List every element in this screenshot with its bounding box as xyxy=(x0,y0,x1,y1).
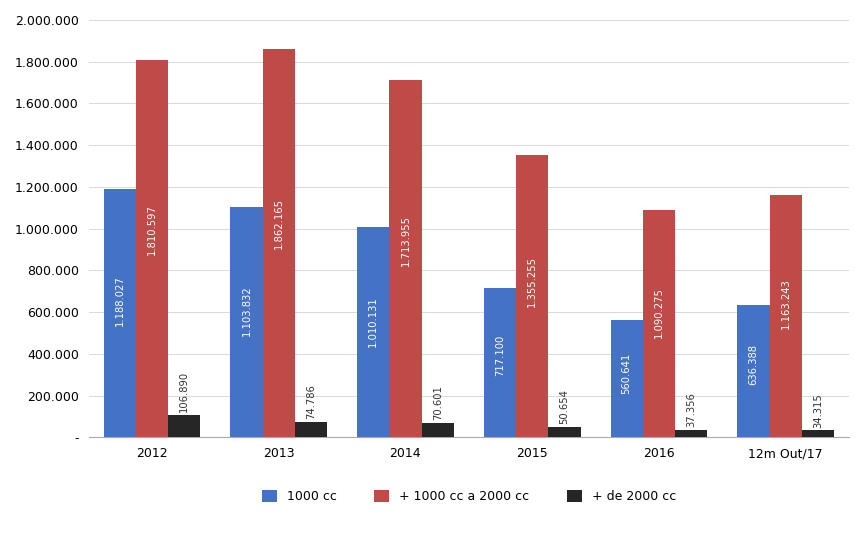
Bar xyxy=(231,207,263,437)
Bar xyxy=(802,430,834,437)
Bar xyxy=(168,415,200,437)
Text: 1.163.243: 1.163.243 xyxy=(781,278,791,329)
Bar xyxy=(549,427,581,437)
Bar xyxy=(643,210,675,437)
Text: 34.315: 34.315 xyxy=(813,393,823,427)
Bar xyxy=(422,422,454,437)
Bar xyxy=(675,430,708,437)
Text: 636.388: 636.388 xyxy=(748,344,759,385)
Text: 1.355.255: 1.355.255 xyxy=(527,256,537,307)
Text: 1.090.275: 1.090.275 xyxy=(654,287,664,338)
Text: 74.786: 74.786 xyxy=(306,384,316,419)
Bar xyxy=(390,80,422,437)
Text: 70.601: 70.601 xyxy=(433,385,442,420)
Bar xyxy=(263,49,295,437)
Bar xyxy=(104,189,136,437)
Text: 1.810.597: 1.810.597 xyxy=(147,204,157,255)
Text: 37.356: 37.356 xyxy=(686,392,696,427)
Text: 1.188.027: 1.188.027 xyxy=(115,276,124,326)
Text: 1.103.832: 1.103.832 xyxy=(241,285,251,336)
Bar xyxy=(295,422,327,437)
Bar xyxy=(737,305,770,437)
Bar xyxy=(770,195,802,437)
Bar xyxy=(357,227,390,437)
Text: 106.890: 106.890 xyxy=(179,372,189,412)
Text: 1.010.131: 1.010.131 xyxy=(368,296,378,347)
Text: 1.862.165: 1.862.165 xyxy=(274,198,283,249)
Bar xyxy=(484,288,516,437)
Text: 1.713.955: 1.713.955 xyxy=(400,215,410,266)
Bar xyxy=(516,155,549,437)
Bar xyxy=(611,320,643,437)
Legend: 1000 cc, + 1000 cc a 2000 cc, + de 2000 cc: 1000 cc, + 1000 cc a 2000 cc, + de 2000 … xyxy=(257,485,681,508)
Text: 560.641: 560.641 xyxy=(621,352,632,393)
Text: 717.100: 717.100 xyxy=(495,334,505,376)
Bar xyxy=(136,60,168,437)
Text: 50.654: 50.654 xyxy=(559,389,569,424)
